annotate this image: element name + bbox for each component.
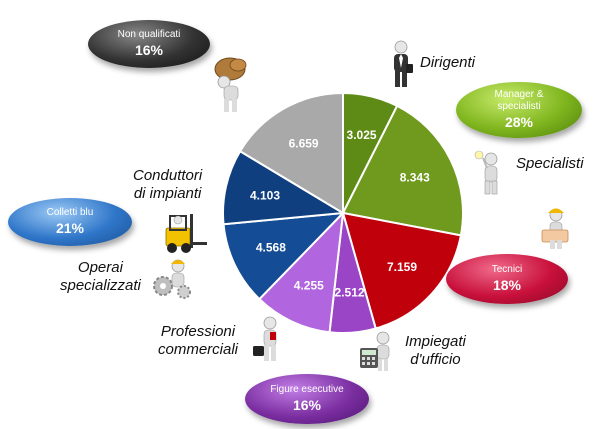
category-line: d'ufficio <box>410 351 461 368</box>
bubble-non-qualificati: Non qualificati 16% <box>88 20 210 68</box>
bubble-label: Manager & <box>494 89 544 100</box>
sack-carrier-icon <box>214 57 247 112</box>
category-line: di impianti <box>133 185 202 202</box>
category-line: Conduttori <box>133 167 203 184</box>
businessman-icon <box>394 40 413 87</box>
category-line: Operai <box>77 259 123 276</box>
pie-slice-3 <box>341 211 463 330</box>
pie-slice-label-3: 7.159 <box>387 260 417 274</box>
bubble-tecnici: Tecnici 18% <box>446 254 568 304</box>
category-line: specializzati <box>60 277 141 294</box>
category-line: Professioni <box>160 323 236 340</box>
pie-slice-label-8: 6.659 <box>289 136 319 150</box>
pie-slice-5 <box>258 210 345 334</box>
pie-slice-7 <box>222 149 347 226</box>
bubble-percent: 16% <box>134 42 164 58</box>
bubble-colletti-blu: Colletti blu 21% <box>8 198 132 246</box>
bubble-percent: 28% <box>504 114 534 130</box>
pie-slice-label-6: 4.568 <box>256 241 286 255</box>
gears-worker-icon <box>153 259 191 299</box>
category-specialisti: Specialisti <box>516 155 584 172</box>
category-operai: Operai specializzati <box>60 259 141 295</box>
bubble-label: specialisti <box>497 101 541 112</box>
forklift-icon <box>165 214 207 253</box>
category-line: commerciali <box>158 341 239 358</box>
pie-slice-label-7: 4.103 <box>250 188 280 202</box>
pie-slice-label-4: 2.512 <box>335 286 365 300</box>
engineer-icon <box>541 208 569 249</box>
bubble-label: Tecnici <box>491 264 523 275</box>
bubble-percent: 16% <box>292 397 322 413</box>
category-impiegati: Impiegati d'ufficio <box>405 333 466 369</box>
pie-slice-label-2: 8.343 <box>400 171 430 185</box>
pie-slice-2 <box>341 104 464 237</box>
category-dirigenti: Dirigenti <box>420 54 476 71</box>
pie-slice-label-1: 3.025 <box>347 128 377 142</box>
lightbulb-person-icon <box>474 150 498 195</box>
pie-slice-label-5: 4.255 <box>294 278 324 292</box>
bubble-percent: 18% <box>492 277 522 293</box>
bubble-manager-specialisti: Manager & specialisti 28% <box>456 82 582 138</box>
bubble-label: Figure esecutive <box>270 384 344 395</box>
bubble-figure-esecutive: Figure esecutive 16% <box>245 374 369 424</box>
bubble-label: Colletti blu <box>46 207 94 218</box>
bubble-label: Non qualificati <box>117 29 181 40</box>
category-conduttori: Conduttori di impianti <box>133 167 202 203</box>
calculator-person-icon <box>360 331 390 371</box>
category-line: Impiegati <box>405 333 466 350</box>
category-professioni: Professioni commerciali <box>158 323 238 359</box>
bubble-percent: 21% <box>55 220 85 236</box>
pie-slice-6 <box>222 211 346 301</box>
pie-slice-8 <box>238 91 344 215</box>
briefcase-person-icon <box>253 316 277 361</box>
